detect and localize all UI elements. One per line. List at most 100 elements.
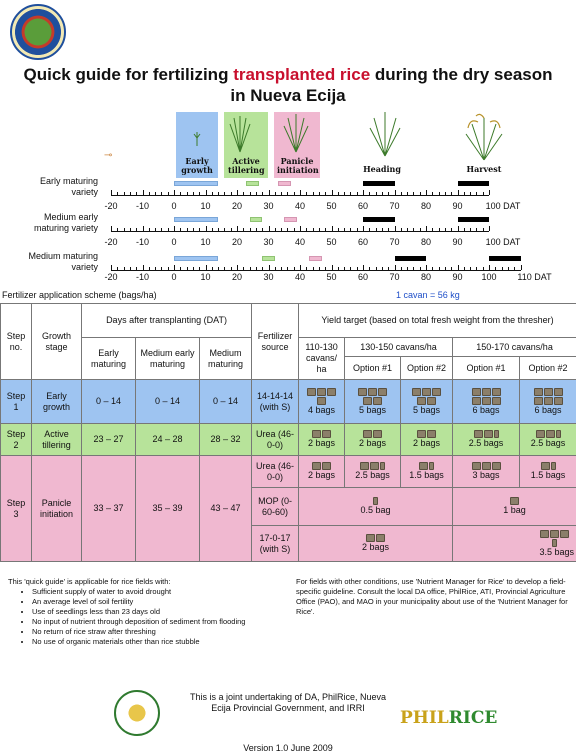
bag-icons (411, 387, 443, 405)
timeline-tick (274, 228, 276, 231)
header-option-2a: Option #2 (400, 356, 454, 380)
timeline-tick (167, 267, 169, 270)
bag-icons (532, 387, 564, 405)
timeline-tick (444, 228, 446, 231)
timeline-tick (318, 267, 320, 270)
stage-cell: Early growth (31, 379, 82, 424)
timeline-tick (325, 228, 327, 231)
header-medium: Medium maturing (198, 337, 253, 380)
timeline-tick (375, 192, 377, 195)
timeline-tick-label: 60 (357, 237, 368, 247)
timeline-tick (388, 267, 390, 270)
header-days: Days after transplanting (DAT) (80, 303, 253, 338)
header-yield-target: Yield target (based on total fresh weigh… (298, 303, 576, 338)
timeline-tick (129, 228, 131, 231)
timeline-tick (237, 226, 238, 231)
timeline-tick (117, 228, 119, 231)
rice-plant-illustrations (193, 112, 503, 161)
timeline-tick (287, 267, 289, 270)
timeline-tick (325, 192, 327, 195)
timeline-tick (111, 190, 112, 195)
timeline-tick (520, 265, 522, 270)
timeline-tick (363, 226, 364, 231)
qty-cell: 2 bags (298, 423, 346, 456)
bag-icons (357, 462, 389, 470)
timeline-tick-label: 10 (200, 201, 211, 211)
timeline-tick (167, 192, 169, 195)
qty-cell: 2 bags (298, 455, 346, 488)
timeline-tick (230, 228, 232, 231)
timeline-tick (407, 267, 409, 270)
timeline-tick (344, 228, 346, 231)
timeline-tick (186, 192, 188, 195)
timeline-tick (388, 192, 390, 195)
bag-icons (411, 430, 443, 438)
timeline-stage-bar (363, 181, 395, 186)
timeline-tick (501, 267, 503, 270)
timeline-tick (489, 190, 490, 195)
timeline-tick (318, 192, 320, 195)
timeline-tick (451, 267, 453, 270)
timeline-tick (432, 228, 434, 231)
timeline-tick (337, 267, 339, 270)
qty-cell: 2 bags (344, 423, 402, 456)
timeline-tick (224, 267, 226, 270)
conditions-list: Sufficient supply of water to avoid drou… (32, 587, 288, 647)
timeline-tick-label: -10 (135, 237, 149, 247)
qty-cell: 3 bags (452, 455, 521, 488)
timeline-tick (457, 190, 459, 195)
header-early: Early maturing (81, 337, 136, 380)
timeline-tick (312, 228, 314, 231)
fertilizer-scheme-table: Step no. Growth stage Days after transpl… (0, 303, 576, 562)
qty-cell: 3.5 bags (452, 525, 576, 562)
timeline-tick (123, 192, 125, 195)
qty-cell: 5 bags (344, 379, 402, 424)
timeline-tick-label: 90 (452, 272, 463, 282)
timeline-tick (192, 192, 194, 195)
timeline-tick (432, 267, 434, 270)
list-item: Use of seedlings less than 23 days old (32, 607, 288, 617)
dat-medium-cell: 43 – 47 (198, 455, 253, 562)
timeline-tick (281, 192, 283, 195)
header-step: Step no. (0, 303, 32, 380)
timeline-tick (148, 267, 150, 270)
scheme-title: Fertilizer application scheme (bags/ha) (2, 290, 157, 300)
timeline-tick (287, 192, 289, 195)
timeline-stage-bar (174, 217, 219, 222)
bag-icons (499, 497, 531, 505)
timeline-tick-label: 0 (171, 272, 177, 282)
qty-cell: 5 bags (400, 379, 454, 424)
timeline-tick (205, 265, 207, 270)
applicability-note: This 'quick guide' is applicable for ric… (8, 577, 288, 647)
timeline-tick (262, 267, 264, 270)
dat-medium-early-cell: 24 – 28 (135, 423, 200, 456)
timeline-tick (426, 226, 427, 231)
timeline-tick (249, 192, 251, 195)
timeline-tick-label: 100 DAT (485, 201, 521, 211)
timeline-tick (211, 267, 213, 270)
qty-cell: 2.5 bags (452, 423, 521, 456)
timeline-tick-label: 110 DAT (517, 272, 552, 282)
timeline-tick (381, 267, 383, 270)
timeline-tick (495, 267, 497, 270)
variety-label-early: Early maturing variety (39, 176, 98, 197)
timeline-axis (111, 270, 521, 271)
timeline-tick (274, 192, 276, 195)
timeline-tick-label: 70 (389, 237, 400, 247)
stage-cell: Panicle initiation (31, 455, 82, 562)
table-row-step-3-urea: Step 3 Panicle initiation 33 – 37 35 – 3… (0, 455, 576, 562)
timeline-tick (161, 228, 163, 231)
qty-cell: 0.5 bag (298, 487, 454, 526)
timeline-tick-label: 30 (263, 237, 274, 247)
list-item: No use of organic materials other than r… (32, 637, 288, 647)
timeline-tick (312, 267, 314, 270)
timeline-tick (438, 267, 440, 270)
timeline-tick (356, 192, 358, 195)
stage-band-active-tillering (224, 112, 268, 178)
timeline-tick (369, 228, 371, 231)
timeline-tick (262, 192, 264, 195)
header-option-2b: Option #2 (519, 356, 576, 380)
timeline-tick (350, 267, 352, 270)
timeline-tick (482, 267, 484, 270)
timeline-stage-bar (363, 217, 395, 222)
